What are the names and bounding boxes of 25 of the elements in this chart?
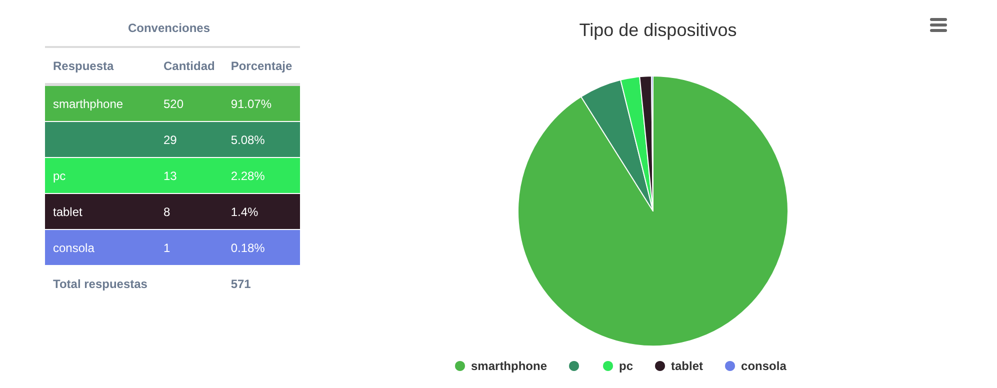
- text: Respuesta: [52, 58, 115, 74]
- text: Cantidad: [162, 58, 216, 74]
- text: 29: [162, 132, 178, 148]
- legend-label: pc: [619, 359, 634, 373]
- text: Porcentaje: [230, 58, 294, 74]
- text: Convenciones: [126, 20, 212, 37]
- text: Total respuestas: [52, 276, 148, 292]
- text: 2.28%: [230, 168, 266, 184]
- category-label: consola: [53, 240, 94, 254]
- text: 1.4%: [230, 204, 260, 220]
- legend-label: tablet: [671, 359, 704, 373]
- text: 91.07%: [230, 96, 273, 112]
- text: 5.08%: [230, 132, 266, 148]
- legend-label: consola: [741, 359, 787, 373]
- text: 520: [162, 96, 185, 112]
- category-label: pc: [53, 168, 66, 182]
- text: 0.18%: [230, 240, 266, 256]
- text: 8: [162, 204, 172, 220]
- category-label: tablet: [53, 204, 82, 218]
- legend-label: smarthphone: [471, 359, 548, 373]
- category-label: smarthphone: [53, 96, 124, 110]
- text: 1: [162, 240, 172, 256]
- text: 571: [230, 276, 252, 292]
- chart-title: Tipo de dispositivos: [579, 20, 737, 40]
- text: 13: [162, 168, 178, 184]
